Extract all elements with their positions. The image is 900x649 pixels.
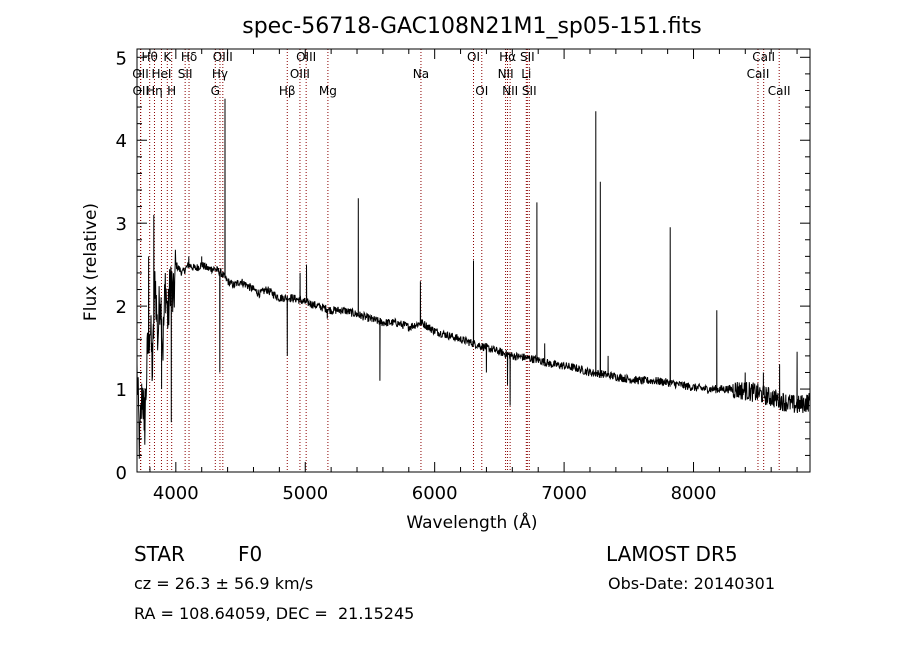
object-subclass: F0: [238, 542, 263, 566]
y-tick-label: 0: [116, 463, 127, 484]
spectral-line-label: OI: [467, 50, 480, 64]
y-axis-ticks: 0 1 2 3 4 5: [116, 48, 810, 484]
y-axis-label: Flux (relative): [81, 203, 101, 321]
spectral-line-labels: OIIOIIHθHηHeIKHSIIHδGHγOIIIHβOIIIOIIIMgN…: [132, 50, 790, 98]
spectrum-chart: spec-56718-GAC108N21M1_sp05-151.fits OII…: [81, 14, 811, 533]
y-tick-label: 5: [116, 48, 127, 69]
spectral-line-label: Hβ: [279, 84, 296, 98]
spectral-line-label: SII: [520, 50, 535, 64]
spectral-line-label: SII: [178, 67, 193, 81]
y-tick-label: 1: [116, 380, 127, 401]
x-tick-label: 7000: [541, 483, 587, 504]
plot-frame: [136, 48, 811, 473]
x-axis-label: Wavelength (Å): [406, 511, 537, 533]
spectral-line-label: OIII: [290, 67, 310, 81]
x-tick-label: 4000: [153, 483, 199, 504]
y-tick-label: 4: [116, 131, 127, 152]
spectral-line-label: Hθ: [141, 50, 157, 64]
spectral-line-label: CaII: [747, 67, 770, 81]
spectral-line-label: Mg: [319, 84, 337, 98]
spectral-line-label: OIII: [213, 50, 233, 64]
spectral-line-label: NII: [502, 84, 518, 98]
spectral-line-label: CaII: [752, 50, 775, 64]
spectrum-line: [136, 98, 811, 459]
spectral-line-label: NII: [498, 67, 514, 81]
spectral-line-label: H: [167, 84, 176, 98]
x-axis-ticks: 4000 5000 6000 7000 8000: [149, 49, 798, 504]
spectral-line-label: CaII: [768, 84, 791, 98]
spectral-line-label: G: [211, 84, 220, 98]
y-tick-label: 2: [116, 297, 127, 318]
spectral-line-label: OI: [475, 84, 488, 98]
spectral-line-label: OIII: [296, 50, 316, 64]
spectral-line-label: Hγ: [212, 67, 228, 81]
y-tick-label: 3: [116, 214, 127, 235]
object-class: STAR: [134, 542, 185, 566]
spectral-line-label: Hδ: [181, 50, 197, 64]
redshift-cz: cz = 26.3 ± 56.9 km/s: [134, 574, 314, 593]
spectral-line-label: K: [163, 50, 172, 64]
x-tick-label: 6000: [412, 483, 458, 504]
sky-coordinates: RA = 108.64059, DEC = 21.15245: [134, 604, 415, 623]
x-tick-label: 5000: [282, 483, 328, 504]
observation-date: Obs-Date: 20140301: [608, 574, 776, 593]
spectral-line-label: Li: [521, 67, 531, 81]
chart-title: spec-56718-GAC108N21M1_sp05-151.fits: [242, 14, 702, 39]
x-tick-label: 8000: [671, 483, 717, 504]
spectral-line-label: Hα: [499, 50, 516, 64]
spectral-line-label: HeI: [151, 67, 171, 81]
spectral-line-label: Hη: [146, 84, 163, 98]
spectral-line-markers: [139, 49, 780, 472]
spectral-line-label: Na: [413, 67, 429, 81]
survey-name: LAMOST DR5: [606, 542, 738, 566]
spectral-line-label: SII: [522, 84, 537, 98]
